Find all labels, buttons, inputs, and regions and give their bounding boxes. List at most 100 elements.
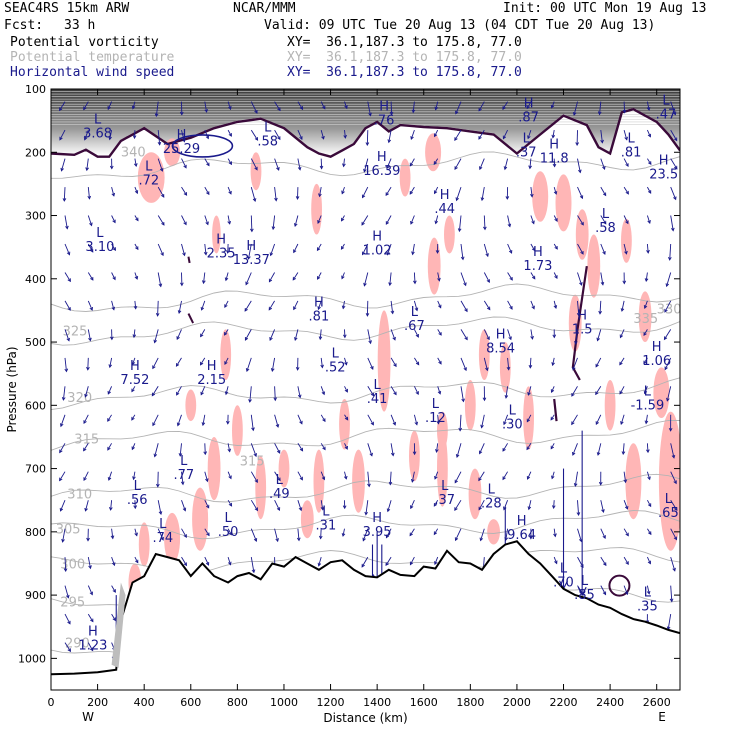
wind-arrow — [318, 556, 322, 566]
wind-arrow-head — [575, 142, 579, 147]
wind-arrow-head — [344, 361, 348, 366]
wind-arrow — [64, 215, 68, 229]
theta-label: 295 — [60, 596, 85, 611]
extremum-value: .81 — [621, 145, 642, 160]
wind-arrow-head — [478, 450, 483, 455]
wind-arrow-head — [254, 166, 258, 171]
wind-arrow-head — [598, 310, 602, 315]
wind-arrow — [134, 556, 139, 563]
wind-arrow-head — [228, 133, 232, 137]
wind-arrow-head — [531, 275, 536, 280]
wind-arrow-head — [254, 507, 258, 512]
wind-arrow — [670, 129, 678, 141]
wind-arrow-head — [341, 305, 346, 310]
wind-arrow — [250, 528, 257, 542]
extremum-value: 11.8 — [540, 152, 569, 167]
extremum-kind: H — [549, 138, 559, 153]
wind-arrow-head — [370, 366, 374, 370]
wind-arrow-head — [392, 421, 397, 426]
wind-arrow — [483, 272, 490, 283]
wind-arrow — [571, 386, 578, 397]
extremum-value: .37 — [516, 145, 537, 160]
wind-arrow — [455, 528, 462, 541]
extremum-kind: L — [134, 479, 142, 494]
wind-arrow — [367, 101, 371, 116]
extremum-kind: L — [602, 207, 610, 222]
wind-arrow-head — [393, 391, 397, 396]
wind-arrow — [670, 471, 677, 484]
wind-arrow — [152, 414, 159, 426]
extremum-value: .31 — [316, 519, 337, 534]
wind-arrow-head — [90, 276, 94, 281]
wind-arrow-head — [254, 137, 259, 141]
wind-arrow-head — [409, 162, 414, 167]
wind-arrow-head — [322, 446, 326, 451]
wind-arrow — [151, 386, 159, 396]
wind-arrow — [620, 414, 625, 425]
wind-arrow-head — [409, 561, 414, 566]
high-pv-patch — [409, 430, 420, 482]
wind-arrow-head — [203, 451, 208, 456]
wind-arrow-head — [316, 247, 321, 252]
wind-arrow-head — [508, 336, 512, 341]
wind-arrow-head — [454, 166, 458, 171]
extremum-kind: H — [379, 100, 389, 115]
wind-arrow — [595, 414, 602, 425]
init-time: Init: 00 UTC Mon 19 Aug 13 — [503, 1, 707, 16]
wind-arrow-head — [625, 220, 629, 225]
wind-arrow-head — [647, 190, 652, 194]
wind-arrow-head — [341, 533, 346, 537]
extremum-value: 1.02 — [363, 243, 392, 258]
wind-arrow-head — [176, 391, 180, 396]
wind-arrow-head — [485, 253, 489, 258]
wind-arrow-head — [411, 251, 415, 256]
wind-arrow — [178, 300, 182, 314]
wind-arrow — [644, 386, 648, 394]
wind-arrow-head — [409, 532, 413, 537]
wind-arrow — [529, 357, 532, 368]
wind-arrow-head — [550, 389, 555, 394]
wind-arrow — [64, 357, 67, 372]
wind-arrow — [483, 215, 486, 230]
wind-arrow-head — [179, 111, 184, 116]
wind-arrow — [200, 357, 206, 366]
wind-arrow-head — [224, 361, 228, 366]
wind-arrow-head — [180, 282, 184, 287]
extremum-value: 3.95 — [363, 525, 392, 540]
wind-arrow — [111, 585, 116, 593]
wind-arrow-head — [206, 162, 210, 167]
extremum-value: .37 — [434, 493, 455, 508]
wind-arrow-head — [531, 305, 535, 310]
wind-arrow-head — [668, 427, 673, 432]
high-pv-patch — [658, 411, 680, 551]
wind-arrow-head — [58, 107, 63, 112]
wind-arrow-head — [85, 167, 89, 172]
extremum-kind: H — [659, 153, 669, 168]
wind-arrow — [293, 300, 299, 310]
wind-arrow — [507, 357, 510, 370]
wind-arrow-head — [160, 193, 165, 198]
wind-arrow-head — [624, 250, 628, 255]
wind-arrow — [270, 243, 276, 256]
wind-arrow — [577, 528, 582, 542]
wind-arrow-head — [463, 282, 467, 287]
wind-arrow — [367, 414, 374, 426]
high-pv-patch — [300, 500, 314, 539]
wind-arrow — [385, 186, 392, 196]
wind-arrow-head — [203, 251, 208, 256]
wind-arrow — [83, 443, 89, 451]
wind-arrow — [107, 386, 113, 395]
extremum-value: .72 — [138, 174, 159, 189]
wind-arrow — [343, 158, 345, 167]
wind-arrow — [410, 556, 415, 565]
extremum-kind: H — [207, 359, 217, 374]
y-tick-label: 700 — [25, 463, 46, 476]
high-pv-patch — [207, 437, 221, 501]
x-tick-label: 2400 — [596, 696, 624, 709]
wind-arrow — [224, 357, 229, 365]
wind-arrow — [176, 386, 182, 396]
axes-layer: 100 200 300 400 500 600 700 800 900 1000 0 200 400 60… — [5, 83, 681, 725]
wind-arrow — [134, 215, 139, 221]
west-label: W — [82, 710, 94, 724]
wind-arrow-head — [344, 445, 348, 450]
